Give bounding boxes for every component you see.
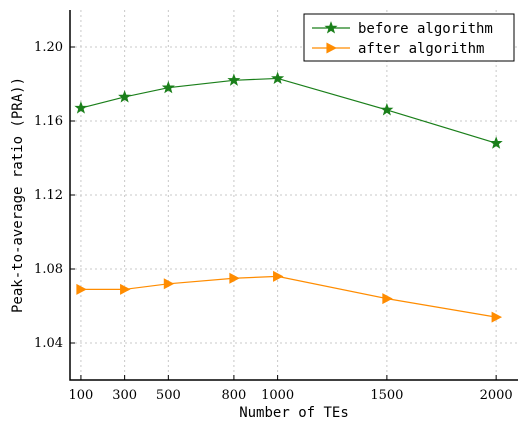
- data-point: [163, 278, 175, 290]
- y-tick-label: 1.12: [34, 188, 63, 203]
- x-tick-label: 2000: [480, 388, 513, 403]
- data-point: [491, 311, 503, 323]
- legend-marker: [326, 42, 337, 54]
- data-point: [227, 73, 241, 86]
- data-point: [382, 293, 393, 305]
- legend-box: [303, 13, 515, 62]
- data-point: [120, 283, 131, 295]
- data-point: [161, 80, 175, 94]
- series-line: [80, 275, 497, 318]
- y-tick-label: 1.04: [34, 336, 63, 351]
- data-point: [380, 103, 394, 116]
- legend: before algorithm after algorithm: [303, 13, 515, 62]
- legend-entry: before algorithm: [312, 21, 493, 37]
- data-point: [489, 136, 503, 149]
- legend-label: after algorithm: [358, 41, 484, 57]
- axis-frame: [69, 10, 518, 381]
- x-tick-label: 100: [69, 388, 94, 403]
- y-axis-label: Peak-to-average ratio (PRA)): [10, 77, 26, 313]
- data-point: [74, 101, 88, 114]
- legend-entry: after algorithm: [312, 41, 484, 57]
- data-point: [118, 90, 132, 103]
- series-2: [76, 270, 503, 323]
- axis-ticks: 100 300 500 800 1000 1500 2000 1.04 1.08 1.12 1.16…: [34, 40, 513, 403]
- legend-label: before algorithm: [358, 21, 493, 37]
- data-point: [271, 71, 285, 84]
- x-axis-label: Number of TEs: [239, 405, 349, 421]
- y-tick-label: 1.20: [34, 40, 63, 55]
- data-point: [273, 270, 284, 282]
- grid: [70, 10, 518, 380]
- x-tick-label: 1500: [370, 388, 403, 403]
- x-tick-label: 300: [112, 388, 137, 403]
- x-tick-label: 500: [156, 388, 181, 403]
- series-layer: [74, 71, 503, 323]
- series-line: [80, 77, 497, 144]
- x-tick-label: 800: [221, 388, 246, 403]
- x-tick-label: 1000: [261, 388, 294, 403]
- data-point: [76, 283, 87, 295]
- data-point: [229, 272, 240, 284]
- series-1: [74, 71, 503, 149]
- legend-marker: [324, 21, 338, 34]
- y-tick-label: 1.16: [34, 114, 63, 129]
- y-tick-label: 1.08: [34, 262, 63, 277]
